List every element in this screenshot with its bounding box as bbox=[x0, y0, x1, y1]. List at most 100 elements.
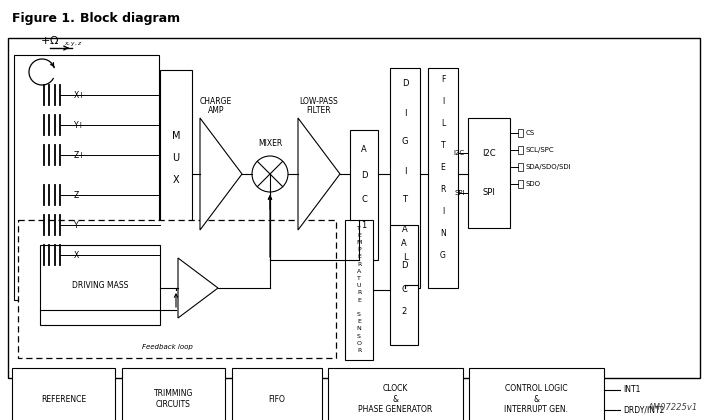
Text: I: I bbox=[442, 97, 444, 107]
Text: T: T bbox=[441, 142, 446, 150]
Text: I2C: I2C bbox=[482, 149, 496, 158]
Text: D: D bbox=[401, 79, 409, 89]
Bar bbox=[12, 368, 115, 420]
Text: SPI: SPI bbox=[454, 190, 465, 196]
Text: I: I bbox=[442, 207, 444, 216]
Text: Z-: Z- bbox=[74, 191, 82, 200]
Text: E: E bbox=[441, 163, 446, 173]
Text: $_{x,y,z}$: $_{x,y,z}$ bbox=[64, 40, 82, 49]
Text: SDA/SDO/SDI: SDA/SDO/SDI bbox=[526, 164, 572, 170]
Text: M: M bbox=[172, 131, 180, 141]
Bar bbox=[350, 130, 378, 260]
Bar bbox=[390, 68, 420, 288]
Bar bbox=[8, 38, 700, 378]
Text: SPI: SPI bbox=[483, 188, 496, 197]
Bar bbox=[518, 146, 523, 154]
Text: MIXER: MIXER bbox=[258, 139, 282, 148]
Text: S: S bbox=[357, 333, 361, 339]
Text: INT1: INT1 bbox=[623, 386, 640, 394]
Bar bbox=[345, 220, 373, 360]
Bar bbox=[328, 368, 463, 420]
Text: A: A bbox=[361, 145, 367, 155]
Text: L: L bbox=[441, 120, 445, 129]
Text: AMP: AMP bbox=[207, 106, 225, 115]
Text: R: R bbox=[357, 262, 361, 267]
Polygon shape bbox=[298, 118, 340, 230]
Text: $+\Omega$: $+\Omega$ bbox=[40, 34, 59, 46]
Text: LOW-PASS: LOW-PASS bbox=[299, 97, 339, 106]
Bar bbox=[40, 245, 160, 325]
Text: G: G bbox=[401, 137, 409, 147]
Bar bbox=[160, 70, 192, 290]
Text: DRDY/INT2: DRDY/INT2 bbox=[623, 405, 665, 415]
Bar bbox=[469, 368, 604, 420]
Text: E: E bbox=[357, 297, 361, 302]
Polygon shape bbox=[200, 118, 242, 230]
Bar bbox=[232, 368, 322, 420]
Text: E: E bbox=[357, 233, 361, 238]
Text: REFERENCE: REFERENCE bbox=[41, 394, 86, 404]
Bar bbox=[122, 368, 225, 420]
Text: G: G bbox=[440, 252, 446, 260]
Bar bbox=[14, 55, 159, 300]
Text: S: S bbox=[357, 312, 361, 317]
Text: Block diagram: Block diagram bbox=[80, 12, 180, 25]
Text: E: E bbox=[357, 319, 361, 324]
Text: Figure 1.: Figure 1. bbox=[12, 12, 75, 25]
Text: N: N bbox=[356, 326, 361, 331]
Text: I: I bbox=[404, 108, 406, 118]
Text: DRIVING MASS: DRIVING MASS bbox=[72, 281, 128, 289]
Text: FILTER: FILTER bbox=[307, 106, 332, 115]
Polygon shape bbox=[178, 258, 218, 318]
Text: C: C bbox=[361, 195, 367, 205]
Text: L: L bbox=[403, 254, 407, 262]
Text: F: F bbox=[441, 76, 445, 84]
Text: E: E bbox=[357, 254, 361, 259]
Text: T: T bbox=[357, 276, 361, 281]
Text: SCL/SPC: SCL/SPC bbox=[526, 147, 555, 153]
Text: M: M bbox=[356, 240, 361, 245]
Bar bbox=[518, 129, 523, 137]
Text: SDO: SDO bbox=[526, 181, 541, 187]
Text: 2: 2 bbox=[401, 307, 406, 317]
Bar bbox=[468, 118, 510, 228]
Text: Feedback loop: Feedback loop bbox=[142, 344, 193, 350]
Bar bbox=[18, 220, 336, 358]
Text: N: N bbox=[440, 229, 446, 239]
Text: T: T bbox=[357, 226, 361, 231]
Text: X: X bbox=[173, 175, 179, 185]
Bar bbox=[390, 225, 418, 345]
Bar bbox=[518, 163, 523, 171]
Text: R: R bbox=[357, 348, 361, 353]
Text: 1: 1 bbox=[361, 220, 366, 229]
Text: X-: X- bbox=[74, 250, 81, 260]
Text: AM07225v1: AM07225v1 bbox=[647, 403, 698, 412]
Bar bbox=[428, 68, 458, 288]
Text: D: D bbox=[361, 171, 367, 179]
Text: R: R bbox=[441, 186, 446, 194]
Text: P: P bbox=[357, 247, 361, 252]
Text: Z+: Z+ bbox=[74, 150, 86, 160]
Text: R: R bbox=[357, 290, 361, 295]
Text: U: U bbox=[173, 153, 180, 163]
Text: X+: X+ bbox=[74, 90, 86, 100]
Circle shape bbox=[252, 156, 288, 192]
Text: D: D bbox=[401, 262, 407, 270]
Text: U: U bbox=[356, 283, 361, 288]
Text: CS: CS bbox=[526, 130, 535, 136]
Text: A: A bbox=[357, 269, 361, 274]
Text: A: A bbox=[402, 225, 408, 234]
Text: CHARGE: CHARGE bbox=[200, 97, 232, 106]
Text: Y-: Y- bbox=[74, 220, 81, 229]
Text: A: A bbox=[401, 239, 407, 247]
Text: O: O bbox=[356, 341, 361, 346]
Text: I: I bbox=[404, 166, 406, 176]
Text: T: T bbox=[403, 195, 408, 205]
Text: CLOCK
&
PHASE GENERATOR: CLOCK & PHASE GENERATOR bbox=[359, 384, 433, 414]
Text: FIFO: FIFO bbox=[269, 394, 285, 404]
Text: I2C: I2C bbox=[454, 150, 465, 156]
Text: CONTROL LOGIC
&
INTERRUPT GEN.: CONTROL LOGIC & INTERRUPT GEN. bbox=[505, 384, 568, 414]
Text: Y+: Y+ bbox=[74, 121, 85, 129]
Text: C: C bbox=[401, 284, 407, 294]
Text: TRIMMING
CIRCUITS: TRIMMING CIRCUITS bbox=[154, 389, 193, 409]
